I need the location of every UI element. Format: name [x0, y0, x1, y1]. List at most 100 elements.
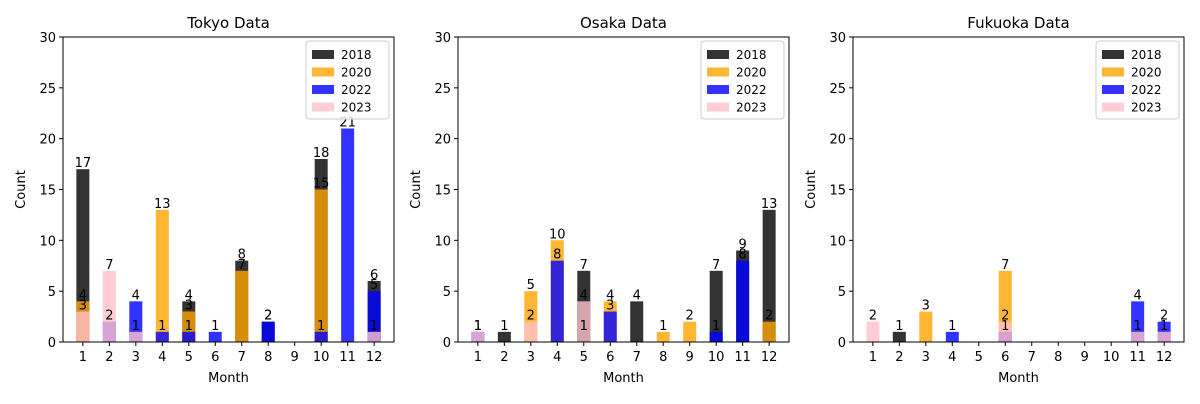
data-label: 2: [869, 309, 877, 324]
legend-label: 2022: [341, 83, 372, 97]
legend: 2018 2020 2022 2023: [700, 40, 785, 120]
data-label: 8: [553, 248, 561, 263]
legend-label: 2020: [341, 66, 372, 80]
y-axis-label: Count: [804, 170, 819, 209]
chart-title: Fukuoka Data: [967, 14, 1069, 32]
data-label: 1: [1001, 319, 1009, 334]
legend-swatch: [1102, 85, 1124, 94]
bar: [367, 331, 381, 342]
y-tick-label: 10: [39, 234, 56, 249]
y-tick-label: 25: [39, 82, 56, 97]
data-label: 2: [765, 309, 773, 324]
legend-swatch: [1102, 50, 1124, 59]
x-tick-label: 9: [686, 350, 694, 365]
y-tick-label: 25: [829, 82, 846, 97]
y-tick-label: 0: [443, 336, 451, 351]
data-label: 2: [527, 309, 535, 324]
legend-frame: [700, 40, 785, 120]
data-label: 1: [185, 319, 193, 334]
data-label: 1: [474, 319, 482, 334]
legend-label: 2018: [341, 48, 372, 62]
x-tick-label: 11: [339, 350, 356, 365]
data-label: 17: [75, 156, 92, 171]
bar: [736, 260, 750, 342]
data-label: 5: [527, 278, 535, 293]
x-tick-label: 2: [105, 350, 113, 365]
x-tick-label: 3: [132, 350, 140, 365]
data-label: 2: [1160, 309, 1168, 324]
x-tick-label: 10: [708, 350, 725, 365]
data-label: 3: [922, 299, 930, 314]
legend: 2018 2020 2022 2023: [1095, 40, 1180, 120]
x-tick-label: 4: [948, 350, 956, 365]
legend-swatch: [707, 102, 729, 112]
data-label: 10: [549, 227, 566, 242]
chart-title: Osaka Data: [580, 14, 667, 32]
data-label: 2: [686, 309, 694, 324]
legend-swatch: [1102, 67, 1124, 77]
data-label: 15: [313, 177, 330, 192]
legend-frame: [1095, 40, 1180, 120]
y-tick-label: 15: [829, 184, 846, 199]
data-label: 7: [580, 258, 588, 273]
x-axis-label: Month: [998, 371, 1039, 386]
data-label: 4: [606, 288, 614, 303]
bar: [102, 270, 116, 342]
y-tick-label: 5: [48, 285, 56, 300]
x-tick-label: 3: [922, 350, 930, 365]
x-tick-label: 6: [606, 350, 614, 365]
y-tick-label: 10: [829, 234, 846, 249]
legend-swatch: [1102, 102, 1124, 112]
data-label: 3: [185, 299, 193, 314]
data-label: 4: [132, 288, 140, 303]
x-tick-label: 8: [1054, 350, 1062, 365]
legend-swatch: [707, 50, 729, 59]
x-tick-label: 5: [185, 350, 193, 365]
data-label: 7: [1001, 258, 1009, 273]
x-tick-label: 4: [553, 350, 561, 365]
x-tick-label: 5: [975, 350, 983, 365]
data-label: 3: [606, 299, 614, 314]
x-axis-label: Month: [208, 371, 249, 386]
x-tick-label: 7: [633, 350, 641, 365]
bar: [1157, 331, 1171, 342]
bar: [630, 301, 644, 342]
data-label: 4: [633, 288, 641, 303]
data-label: 9: [739, 238, 747, 253]
x-tick-label: 1: [79, 350, 87, 365]
legend-frame: [305, 40, 390, 120]
data-label: 1: [132, 319, 140, 334]
legend-label: 2022: [736, 83, 767, 97]
bar: [524, 321, 538, 342]
x-tick-label: 1: [869, 350, 877, 365]
x-tick-label: 9: [1081, 350, 1089, 365]
bar: [945, 331, 959, 342]
data-label: 1: [659, 319, 667, 334]
legend-swatch: [312, 102, 334, 112]
x-tick-label: 12: [761, 350, 778, 365]
data-label: 8: [238, 248, 246, 263]
legend-label: 2020: [1131, 66, 1162, 80]
y-tick-label: 0: [48, 336, 56, 351]
x-tick-label: 12: [1156, 350, 1173, 365]
y-tick-label: 20: [434, 133, 451, 148]
x-tick-label: 2: [895, 350, 903, 365]
data-label: 1: [317, 319, 325, 334]
data-label: 4: [580, 288, 588, 303]
data-label: 13: [154, 197, 171, 212]
bar: [709, 270, 723, 342]
legend-label: 2023: [1131, 101, 1162, 115]
data-label: 3: [79, 299, 87, 314]
data-label: 7: [712, 258, 720, 273]
bar: [892, 331, 906, 342]
bar: [866, 321, 880, 342]
legend-swatch: [312, 67, 334, 77]
legend-swatch: [707, 67, 729, 77]
data-label: 1: [948, 319, 956, 334]
y-axis-label: Count: [14, 170, 29, 209]
data-label: 4: [185, 288, 193, 303]
bar: [208, 331, 222, 342]
